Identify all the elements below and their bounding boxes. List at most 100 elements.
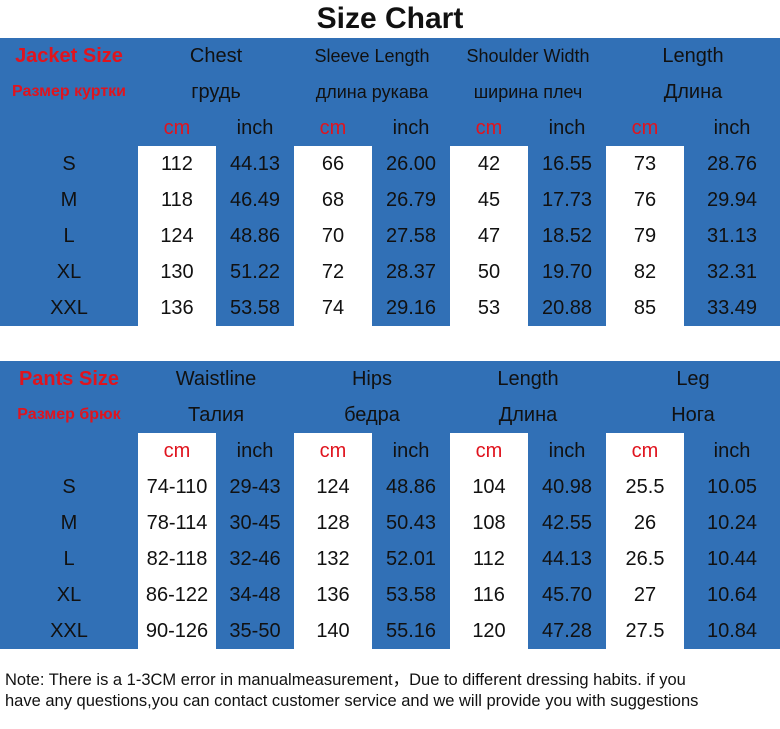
size-label: Jacket Size — [15, 44, 123, 67]
cell: 70 — [321, 224, 345, 247]
cell: 136 — [160, 296, 194, 319]
size-name: XL — [56, 260, 82, 283]
size-label-ru: Размер куртки — [12, 83, 126, 100]
column-header: Length — [662, 44, 724, 67]
cell: 79 — [633, 224, 657, 247]
size-name: L — [63, 547, 75, 570]
column-header: Sleeve Length — [314, 45, 430, 66]
cell: 20.88 — [541, 296, 593, 319]
cell: 27.5 — [625, 619, 665, 642]
cell: 32.31 — [706, 260, 758, 283]
cell: 45 — [477, 188, 501, 211]
cell: 55.16 — [385, 619, 437, 642]
column-header-ru: Талия — [187, 403, 245, 426]
cell: 10.44 — [706, 547, 758, 570]
cell: 118 — [161, 188, 193, 211]
cell: 40.98 — [541, 475, 593, 498]
cell: 28.76 — [706, 152, 758, 175]
cell: 50.43 — [385, 511, 437, 534]
cell: 82-118 — [146, 547, 208, 570]
column-header-ru: Длина — [663, 80, 723, 103]
cell: 45.70 — [541, 583, 593, 606]
column-header-ru: ширина плеч — [473, 81, 583, 102]
cell: 16.55 — [541, 152, 593, 175]
size-label: Pants Size — [18, 367, 120, 390]
cell: 116 — [473, 583, 505, 606]
cell: 34-48 — [229, 583, 281, 606]
cell: 73 — [633, 152, 657, 175]
cell: 32-46 — [229, 547, 281, 570]
white-column — [450, 146, 528, 326]
cell: 42.55 — [541, 511, 593, 534]
white-column — [450, 433, 528, 649]
cell: 68 — [321, 188, 345, 211]
unit: inch — [713, 116, 751, 139]
cell: 112 — [161, 152, 193, 175]
cell: 44.13 — [229, 152, 281, 175]
cell: 10.24 — [706, 511, 758, 534]
unit: cm — [319, 439, 347, 462]
cell: 130 — [160, 260, 194, 283]
cell: 104 — [472, 475, 506, 498]
cell: 52.01 — [385, 547, 437, 570]
note: Note: There is a 1-3CM error in manualme… — [5, 671, 686, 689]
size-name: XL — [56, 583, 82, 606]
cell: 25.5 — [625, 475, 665, 498]
note: have any questions,you can contact custo… — [5, 692, 699, 710]
white-column — [606, 433, 684, 649]
cell: 112 — [473, 547, 505, 570]
white-column — [138, 433, 216, 649]
unit: cm — [631, 116, 659, 139]
size-label-ru: Размер брюк — [17, 406, 121, 423]
cell: 10.05 — [706, 475, 758, 498]
cell: 26 — [633, 511, 657, 534]
cell: 44.13 — [541, 547, 593, 570]
cell: 35-50 — [229, 619, 281, 642]
cell: 26.5 — [625, 547, 665, 570]
cell: 90-126 — [145, 619, 209, 642]
cell: 124 — [160, 224, 194, 247]
unit: inch — [236, 116, 274, 139]
cell: 51.22 — [229, 260, 281, 283]
cell: 76 — [633, 188, 657, 211]
unit: inch — [548, 439, 586, 462]
column-header-ru: бедра — [344, 403, 400, 426]
column-header: Length — [497, 367, 559, 390]
cell: 33.49 — [706, 296, 758, 319]
cell: 48.86 — [229, 224, 281, 247]
cell: 124 — [316, 475, 350, 498]
cell: 30-45 — [229, 511, 281, 534]
cell: 48.86 — [385, 475, 437, 498]
unit: cm — [319, 116, 347, 139]
cell: 29.16 — [385, 296, 437, 319]
white-column — [294, 146, 372, 326]
cell: 42 — [477, 152, 501, 175]
cell: 53.58 — [385, 583, 437, 606]
cell: 78-114 — [146, 511, 208, 534]
column-header: Shoulder Width — [466, 45, 590, 66]
cell: 26.79 — [385, 188, 437, 211]
unit: cm — [163, 439, 191, 462]
cell: 50 — [477, 260, 501, 283]
column-header: Waistline — [175, 367, 257, 390]
cell: 128 — [316, 511, 350, 534]
unit: cm — [163, 116, 191, 139]
cell: 28.37 — [385, 260, 437, 283]
cell: 17.73 — [541, 188, 593, 211]
cell: 120 — [472, 619, 506, 642]
column-header: Hips — [351, 367, 392, 390]
size-name: M — [60, 511, 78, 534]
cell: 47 — [477, 224, 501, 247]
cell: 27 — [633, 583, 657, 606]
column-header-ru: грудь — [191, 80, 241, 103]
cell: 53.58 — [229, 296, 281, 319]
cell: 26.00 — [385, 152, 437, 175]
cell: 29.94 — [706, 188, 758, 211]
unit: cm — [631, 439, 659, 462]
cell: 46.49 — [229, 188, 281, 211]
size-name: S — [62, 475, 76, 498]
cell: 31.13 — [706, 224, 758, 247]
cell: 140 — [316, 619, 350, 642]
unit: inch — [392, 116, 430, 139]
